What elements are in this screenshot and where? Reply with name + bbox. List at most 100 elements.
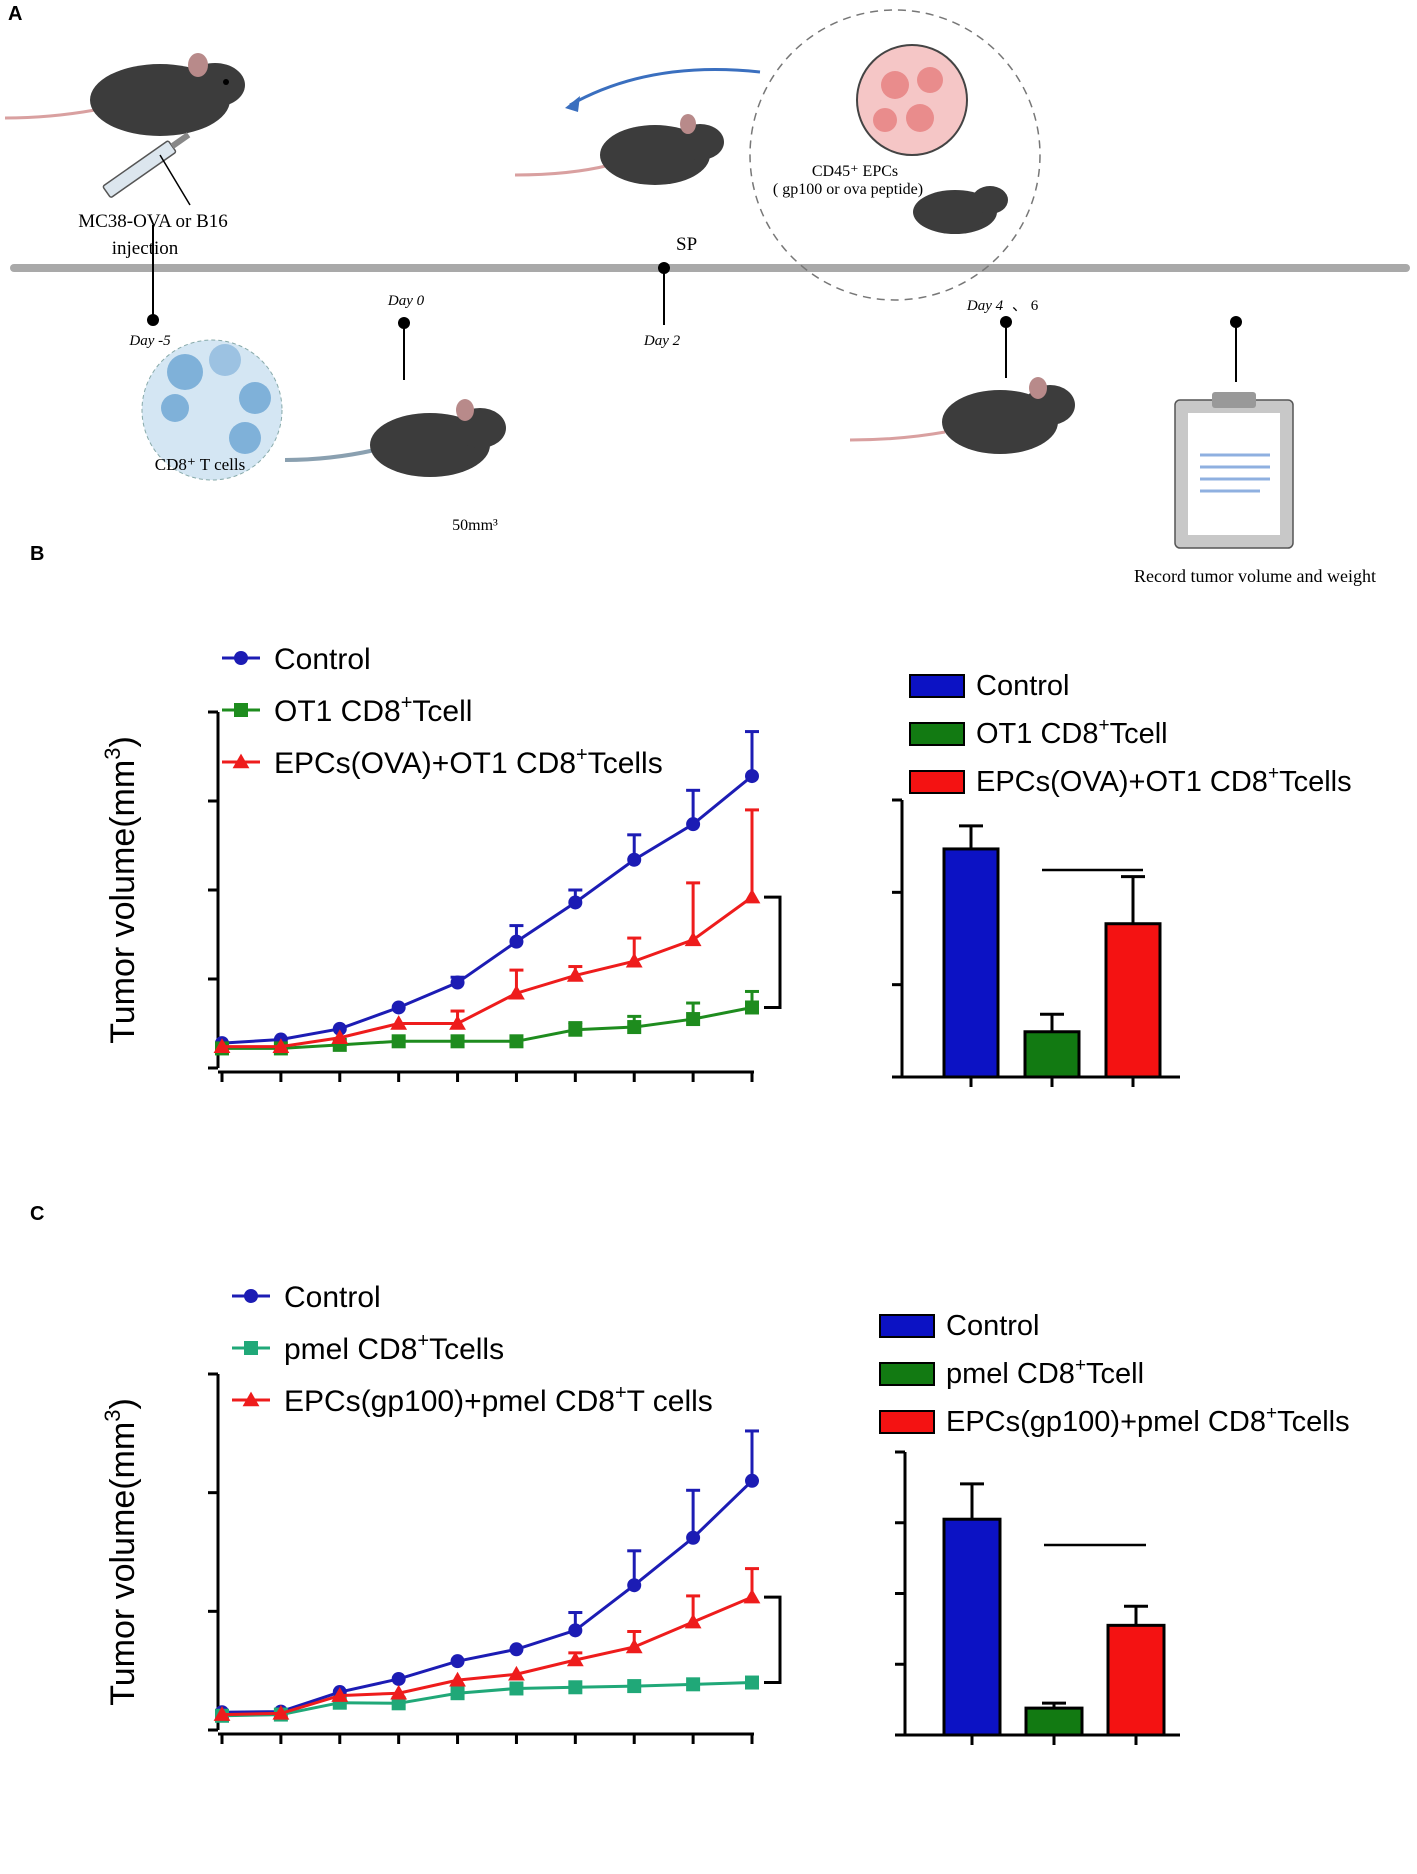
legend-label-main: EPCs(OVA)+OT1 CD8	[976, 766, 1268, 798]
y-axis-title-close: )	[104, 736, 142, 747]
panel-a-schematic: A Day -5 Day 0 Day 2 SP Day 4 、 6	[4, 3, 1410, 586]
data-point-s1	[745, 1000, 759, 1015]
day4-extra-label: 、 6	[1012, 298, 1039, 314]
data-point-s1	[686, 1677, 701, 1692]
data-point-s1	[686, 1012, 701, 1027]
epc-label-line1: CD45⁺ EPCs	[812, 163, 898, 180]
day-minus5-label: Day -5	[128, 333, 171, 349]
data-point-s2	[508, 1665, 525, 1681]
injection-pointer-line	[159, 154, 191, 206]
data-point-s2	[743, 1588, 761, 1604]
legend-label-2: EPCs(OVA)+OT1 CD8+Tcells	[274, 744, 663, 780]
legend-label-tail: Tcells	[1279, 766, 1352, 798]
data-point-s0	[627, 1578, 642, 1593]
timeline-pin-day-minus5	[147, 225, 159, 326]
epc-illustration	[749, 9, 1041, 301]
chart-b-tumor-weight: Control OT1 CD8+Tcell EPCs(OVA)+OT1 CD8+Tc…	[892, 670, 1352, 1087]
legend-label-sup: +	[1075, 1355, 1086, 1376]
syringe-icon	[102, 132, 191, 198]
data-point-s1	[568, 1680, 583, 1695]
legend-label-1: OT1 CD8+Tcell	[274, 692, 472, 728]
legend-label-sup: +	[1268, 763, 1279, 784]
legend-swatch	[909, 674, 965, 698]
data-point-s0	[391, 1671, 406, 1686]
panel-label-b: B	[30, 543, 44, 565]
timeline-pin-day0	[398, 317, 410, 380]
data-point-s2	[331, 1687, 349, 1702]
legend-label-main: Control	[946, 1310, 1040, 1342]
legend-label-main: EPCs(gp100)+pmel CD8	[284, 1385, 615, 1418]
data-point-s0	[391, 1000, 406, 1015]
legend-label-tail: Tcell	[412, 695, 472, 728]
data-point-s2	[331, 1029, 349, 1045]
legend-swatch	[909, 770, 965, 794]
y-axis-title-close: )	[104, 1398, 142, 1409]
mouse-illustration-1	[4, 53, 245, 136]
transfer-arrow	[569, 67, 761, 107]
legend-label-0: Control	[284, 1281, 381, 1314]
legend-label-1: OT1 CD8+Tcell	[976, 715, 1168, 750]
chart-c-tumor-volume: Tumor volume(mm3) Control pmel CD8+Tcells E…	[100, 1281, 782, 1744]
legend-label-main: EPCs(gp100)+pmel CD8	[946, 1406, 1266, 1438]
legend-label-main: EPCs(OVA)+OT1 CD8	[274, 747, 576, 780]
data-point-s2	[272, 1038, 290, 1053]
data-point-s1	[568, 1022, 583, 1037]
legend-label-sup: +	[1266, 1403, 1277, 1424]
data-point-s2	[213, 1038, 231, 1053]
timeline-pin-record	[1230, 316, 1242, 382]
significance-bracket	[764, 1595, 782, 1685]
y-axis-title: Tumor volume(mm3)	[100, 1398, 142, 1706]
data-point-s1	[745, 1675, 759, 1690]
data-point-s0	[686, 1530, 701, 1545]
legend-label-2: EPCs(gp100)+pmel CD8+T cells	[284, 1382, 713, 1418]
timeline-pin-day4	[1000, 316, 1012, 378]
data-point-s1	[450, 1034, 465, 1049]
data-point-s1	[391, 1034, 406, 1049]
legend-marker	[244, 1289, 258, 1303]
data-point-s2	[684, 1613, 702, 1629]
data-point-s2	[743, 888, 761, 904]
chart-c-tumor-weight: Control pmel CD8+Tcell EPCs(gp100)+pmel CD…	[879, 1310, 1350, 1745]
data-point-s0	[450, 1654, 465, 1669]
series-line-1	[221, 1681, 753, 1718]
legend-label-tail: T cells	[627, 1385, 713, 1418]
data-point-s2	[213, 1706, 231, 1721]
legend-label-tail: Tcells	[429, 1333, 504, 1366]
mouse-illustration-2	[284, 399, 506, 477]
legend-swatch	[879, 1362, 935, 1386]
legend-label-sup: +	[401, 692, 413, 714]
legend-label-1: pmel CD8+Tcell	[946, 1355, 1144, 1390]
data-point-s1	[627, 1679, 642, 1694]
day0-label: Day 0	[387, 293, 425, 309]
data-point-s0	[332, 1021, 347, 1036]
data-point-s2	[449, 1671, 466, 1687]
data-point-s1	[509, 1034, 524, 1049]
legend-label-sup: +	[417, 1330, 429, 1352]
y-axis-title-main: Tumor volume(mm	[104, 1422, 142, 1706]
legend-label-main: Control	[274, 643, 371, 676]
y-axis-title-sup: 3	[100, 1410, 125, 1422]
data-point-s0	[745, 769, 759, 784]
day2-label: Day 2	[643, 333, 681, 349]
data-point-s2	[449, 1015, 466, 1030]
legend-label-main: pmel CD8	[946, 1358, 1075, 1390]
legend-label-0: Control	[976, 670, 1070, 702]
legend-marker	[244, 1341, 258, 1355]
legend-marker	[234, 651, 248, 665]
data-point-s2	[272, 1704, 290, 1720]
data-point-s2	[684, 931, 702, 947]
y-axis-title-sup: 3	[100, 748, 125, 760]
series-line-2	[221, 1595, 753, 1717]
data-point-s1	[450, 1686, 465, 1701]
epc-label-line2: ( gp100 or ova peptide)	[773, 181, 923, 198]
data-point-s0	[509, 1642, 524, 1657]
legend-label-main: OT1 CD8	[976, 718, 1098, 750]
data-point-s1	[627, 1020, 642, 1035]
data-point-s0	[509, 934, 524, 949]
y-axis-title: Tumor volume(mm3)	[100, 736, 142, 1044]
legend-label-1: pmel CD8+Tcells	[284, 1330, 504, 1366]
day4-label: Day 4	[966, 298, 1004, 314]
injection-label-line1: MC38-OVA or B16	[78, 211, 228, 232]
series-line-0	[221, 1479, 754, 1714]
